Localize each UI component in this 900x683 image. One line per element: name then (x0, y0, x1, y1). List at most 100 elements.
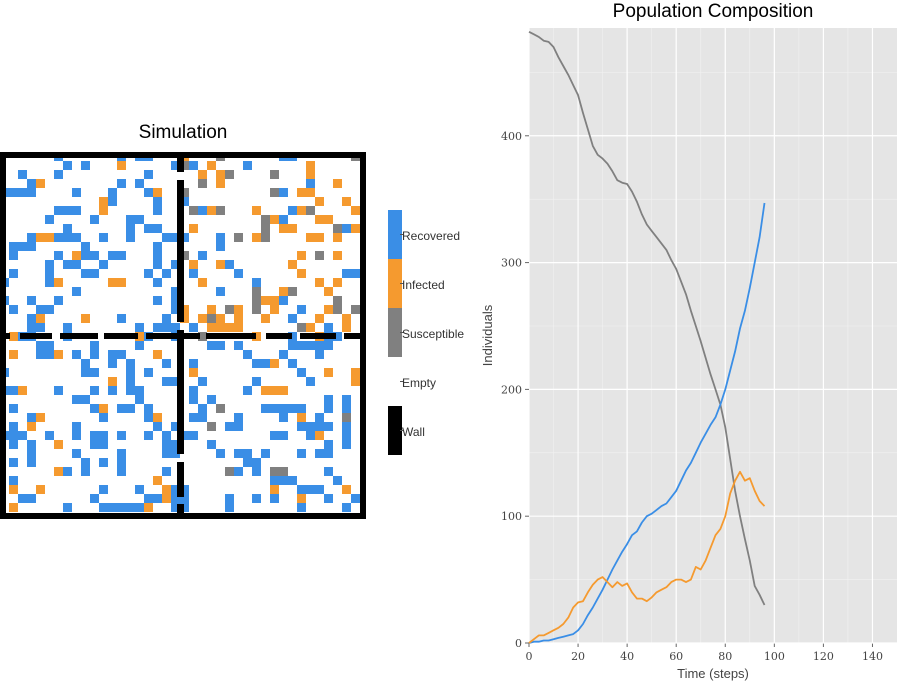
grid-cell (81, 368, 90, 377)
grid-cell (18, 386, 27, 395)
grid-cell (180, 251, 189, 260)
grid-cell (315, 215, 324, 224)
grid-cell (324, 341, 333, 350)
grid-cell (27, 458, 36, 467)
grid-cell (153, 278, 162, 287)
grid-cell (27, 188, 36, 197)
legend-swatch-infected (388, 259, 402, 308)
grid-cell (351, 269, 360, 278)
grid-cell (144, 404, 153, 413)
grid-cell (288, 359, 297, 368)
grid-cell (252, 458, 261, 467)
grid-cell (81, 161, 90, 170)
grid-cell (252, 305, 261, 314)
legend-label-susceptible: Susceptible (402, 327, 465, 341)
grid-cell (315, 485, 324, 494)
wall-vertical (177, 152, 184, 172)
grid-cell (270, 431, 279, 440)
grid-cell (153, 242, 162, 251)
grid-cell (81, 395, 90, 404)
grid-cell (117, 503, 126, 512)
chart-title: Population Composition (612, 1, 814, 22)
grid-cell (306, 485, 315, 494)
grid-cell (324, 404, 333, 413)
grid-cell (234, 233, 243, 242)
grid-cell (171, 233, 180, 242)
grid-cell (297, 269, 306, 278)
grid-cell (189, 413, 198, 422)
grid-cell (135, 323, 144, 332)
grid-cell (135, 395, 144, 404)
grid-cell (252, 332, 261, 341)
grid-cell (126, 215, 135, 224)
grid-cell (63, 206, 72, 215)
wall-horizontal (344, 333, 366, 339)
grid-cell (351, 224, 360, 233)
grid-cell (99, 197, 108, 206)
grid-cell (81, 467, 90, 476)
grid-cell (225, 323, 234, 332)
x-axis-label: Time (steps) (677, 666, 749, 681)
grid-cell (270, 188, 279, 197)
grid-cell (252, 206, 261, 215)
grid-cell (270, 476, 279, 485)
grid-cell (54, 296, 63, 305)
grid-cell (216, 323, 225, 332)
grid-cell (288, 260, 297, 269)
grid-cell (297, 485, 306, 494)
legend-swatch-recovered (388, 210, 402, 259)
grid-cell (171, 305, 180, 314)
grid-cell (261, 386, 270, 395)
grid-cell (153, 260, 162, 269)
grid-cell (297, 368, 306, 377)
grid-cell (279, 224, 288, 233)
grid-cell (153, 224, 162, 233)
grid-cell (216, 341, 225, 350)
grid-cell (72, 431, 81, 440)
grid-cell (315, 449, 324, 458)
y-tick-label: 200 (501, 383, 522, 396)
grid-cell (171, 260, 180, 269)
grid-cell (315, 233, 324, 242)
grid-cell (9, 269, 18, 278)
wall-vertical (177, 504, 184, 518)
grid-cell (54, 170, 63, 179)
grid-cell (27, 233, 36, 242)
grid-cell (216, 314, 225, 323)
grid-cell (144, 188, 153, 197)
grid-cell (198, 377, 207, 386)
grid-cell (234, 422, 243, 431)
grid-cell (90, 341, 99, 350)
grid-cell (252, 494, 261, 503)
grid-cell (27, 422, 36, 431)
grid-cell (27, 323, 36, 332)
grid-cell (81, 314, 90, 323)
grid-cell (288, 332, 297, 341)
grid-cell (270, 485, 279, 494)
grid-cell (18, 188, 27, 197)
grid-cell (72, 206, 81, 215)
grid-cell (72, 233, 81, 242)
grid-cell (189, 224, 198, 233)
grid-cell (9, 431, 18, 440)
grid-cell (297, 341, 306, 350)
grid-cell (117, 161, 126, 170)
grid-cell (216, 206, 225, 215)
grid-cell (234, 314, 243, 323)
grid-cell (54, 251, 63, 260)
grid-cell (207, 395, 216, 404)
grid-cell (153, 350, 162, 359)
grid-cell (315, 314, 324, 323)
grid-cell (333, 179, 342, 188)
simulation-title: Simulation (138, 122, 228, 143)
grid-cell (279, 386, 288, 395)
grid-cell (297, 305, 306, 314)
grid-cell (252, 278, 261, 287)
grid-cell (342, 413, 351, 422)
legend-swatch-susceptible (388, 308, 402, 357)
grid-cell (126, 503, 135, 512)
grid-cell (261, 233, 270, 242)
grid-cell (189, 386, 198, 395)
grid-cell (207, 341, 216, 350)
grid-cell (144, 368, 153, 377)
